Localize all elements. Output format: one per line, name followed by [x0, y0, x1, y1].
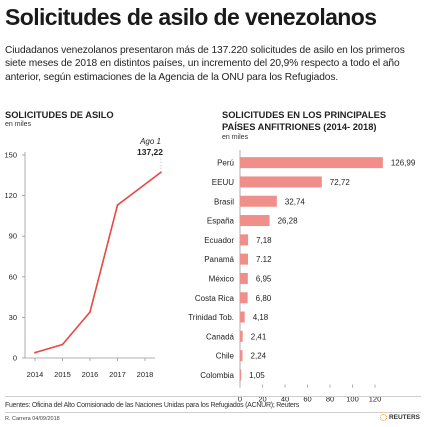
bar-category-label: México — [209, 274, 235, 283]
footer-divider — [5, 396, 421, 397]
bar-value-label: 6,80 — [256, 294, 272, 303]
annotation-value: 137,22 — [137, 147, 163, 157]
bar-x-tick-label: 120 — [369, 395, 382, 404]
bar-category-label: Canadá — [206, 332, 235, 341]
bar-value-label: 1,05 — [249, 371, 265, 380]
bar — [240, 157, 383, 169]
credit-line: R. Carrera 04/09/2018 — [5, 416, 60, 422]
bar-value-label: 72,72 — [330, 178, 351, 187]
reuters-logo-icon — [379, 414, 387, 421]
x-tick-label: 2015 — [54, 370, 71, 379]
data-point — [34, 351, 36, 354]
data-point — [160, 171, 162, 174]
footer-divider-2 — [5, 412, 421, 413]
bar-category-label: España — [207, 217, 235, 226]
y-tick-label: 30 — [9, 313, 17, 322]
bar-x-tick-label: 60 — [303, 395, 311, 404]
bar-value-label: 6,95 — [256, 274, 272, 283]
bar-value-label: 7.12 — [256, 255, 272, 264]
bar-value-label: 26,28 — [278, 217, 299, 226]
reuters-logo: REUTERS — [379, 414, 420, 421]
bar-category-label: Brasil — [214, 197, 234, 206]
source-note: Fuentes: Oficina del Alto Comisionado de… — [5, 402, 300, 409]
y-tick-label: 0 — [13, 354, 17, 363]
right-chart-unit: en miles — [222, 134, 249, 141]
bar — [240, 311, 245, 323]
left-chart-heading: SOLICITUDES DE ASILO — [5, 110, 114, 120]
bar-x-tick-label: 100 — [346, 395, 359, 404]
bar-category-label: Panamá — [204, 255, 234, 264]
right-chart-heading-line2: PAÍSES ANFITRIONES (2014- 2018) — [222, 122, 377, 132]
x-tick-label: 2017 — [109, 370, 126, 379]
y-tick-label: 90 — [9, 232, 17, 241]
page-title: Solicitudes de asilo de venezolanos — [5, 4, 377, 30]
data-point — [61, 343, 64, 346]
y-tick-label: 150 — [4, 151, 17, 160]
bar — [240, 234, 249, 246]
bar-value-label: 4,18 — [253, 313, 269, 322]
bar-category-label: Colombia — [200, 371, 234, 380]
x-tick-label: 2018 — [137, 370, 154, 379]
bar-x-tick-label: 40 — [281, 395, 289, 404]
bar-value-label: 126,99 — [391, 159, 416, 168]
y-tick-label: 120 — [4, 191, 17, 200]
bar — [240, 350, 243, 362]
bar — [240, 176, 322, 188]
x-tick-label: 2016 — [82, 370, 99, 379]
bar — [240, 272, 248, 284]
y-tick-label: 60 — [9, 272, 17, 281]
bar-category-label: Trinidad Tob. — [188, 313, 234, 322]
bar-value-label: 2,41 — [251, 332, 267, 341]
bar — [240, 195, 277, 207]
bar — [240, 253, 249, 265]
bar — [240, 330, 243, 342]
bar-category-label: Costa Rica — [195, 294, 235, 303]
bar-category-label: Perú — [217, 159, 234, 168]
bar-category-label: Ecuador — [204, 236, 234, 245]
bar-category-label: Chile — [216, 352, 235, 361]
bar-x-tick-label: 80 — [326, 395, 334, 404]
bar-value-label: 2,24 — [251, 352, 267, 361]
bar-value-label: 7,18 — [256, 236, 272, 245]
x-tick-label: 2014 — [27, 370, 44, 379]
annotation-label: Ago 1 — [139, 137, 161, 146]
right-chart-heading-line1: SOLICITUDES EN LOS PRINCIPALES — [222, 110, 387, 120]
bar-category-label: EEUU — [212, 178, 234, 187]
bar-x-tick-label: 20 — [258, 395, 266, 404]
bar — [240, 215, 270, 227]
reuters-logo-text: REUTERS — [388, 414, 420, 421]
bar — [240, 292, 248, 304]
left-chart-unit: en miles — [5, 121, 32, 128]
bar-value-label: 32,74 — [285, 197, 306, 206]
bar — [240, 369, 242, 381]
data-point — [89, 311, 91, 313]
bar-x-tick-label: 0 — [238, 395, 242, 404]
data-point — [116, 204, 119, 206]
intro-text: Ciudadanos venezolanos presentaron más d… — [5, 45, 405, 83]
